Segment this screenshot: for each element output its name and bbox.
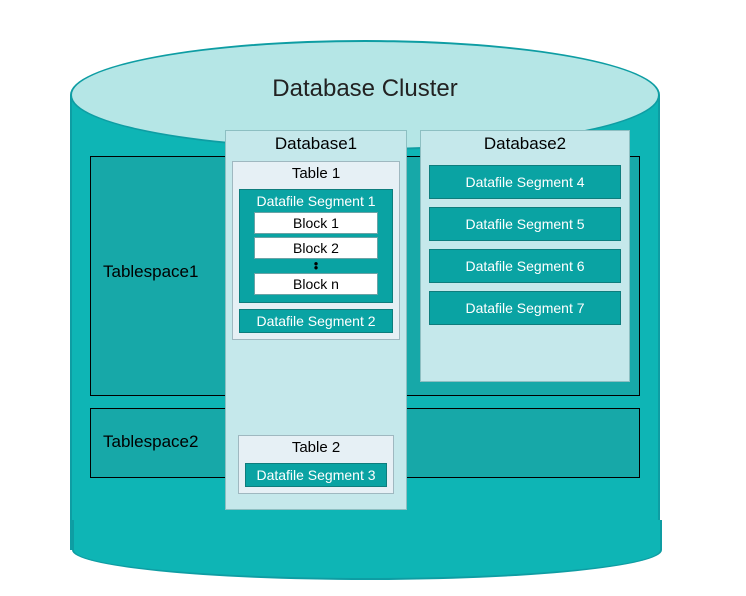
datafile-segment-5: Datafile Segment 5 [429,207,621,241]
block-1: Block 1 [254,212,378,234]
database-2-title: Database2 [421,131,629,157]
database-2-panel: Database2 Datafile Segment 4 Datafile Se… [420,130,630,382]
block-2: Block 2 [254,237,378,259]
database-cluster-cylinder: Database Cluster Tablespace1 Tablespace2… [70,40,660,550]
table-2-box: Table 2 Datafile Segment 3 [238,435,394,494]
block-n: Block n [254,273,378,295]
tablespace-1-label: Tablespace1 [103,262,198,282]
table-1-title: Table 1 [233,162,399,185]
datafile-segment-6: Datafile Segment 6 [429,249,621,283]
database-1-panel: Database1 Table 1 Datafile Segment 1 Blo… [225,130,407,510]
datafile-segment-2: Datafile Segment 2 [239,309,393,333]
datafile-segment-3: Datafile Segment 3 [245,463,387,487]
datafile-segment-4: Datafile Segment 4 [429,165,621,199]
tablespace-2-label: Tablespace2 [103,432,198,452]
ellipsis-dots: ●● [244,262,388,270]
datafile-segment-1: Datafile Segment 1 Block 1 Block 2 ●● Bl… [239,189,393,303]
datafile-segment-7: Datafile Segment 7 [429,291,621,325]
cylinder-bottom [72,520,662,580]
datafile-segment-1-label: Datafile Segment 1 [244,193,388,209]
table-1-box: Table 1 Datafile Segment 1 Block 1 Block… [232,161,400,340]
table-2-title: Table 2 [239,436,393,459]
table-2-wrap: Table 2 Datafile Segment 3 [232,431,400,498]
cluster-title: Database Cluster [70,75,660,103]
database-1-title: Database1 [226,131,406,157]
content-area: Tablespace1 Tablespace2 Database1 Table … [70,150,660,484]
